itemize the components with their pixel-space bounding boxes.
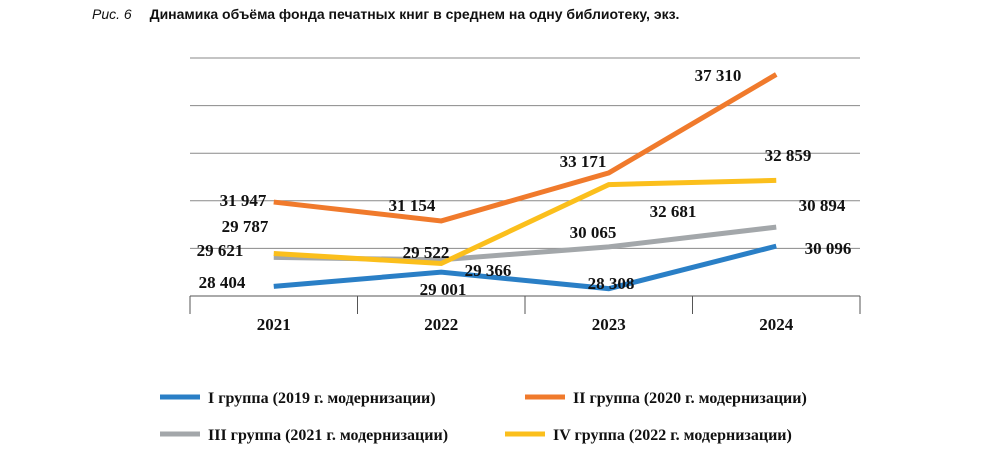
x-tick-label: 2023: [592, 315, 626, 334]
data-label: 30 096: [805, 239, 852, 258]
data-label: 29 787: [222, 217, 269, 236]
data-label: 37 310: [695, 66, 742, 85]
series-line: [273, 243, 777, 292]
data-label: 29 001: [420, 280, 467, 299]
data-label: 29 621: [197, 241, 244, 260]
data-label: 29 522: [403, 243, 450, 262]
series-line: [273, 72, 778, 224]
legend-label: II группа (2020 г. модернизации): [573, 390, 807, 407]
x-tick-label: 2021: [257, 315, 291, 334]
legend-label: I группа (2019 г. модернизации): [208, 390, 436, 407]
data-label: 30 894: [799, 196, 846, 215]
data-label: 32 859: [765, 146, 812, 165]
x-tick-label: 2022: [424, 315, 458, 334]
data-label: 30 065: [570, 223, 617, 242]
x-tick-label: 2024: [759, 315, 794, 334]
legend-label: III группа (2021 г. модернизации): [208, 427, 448, 444]
data-label: 28 308: [588, 274, 635, 293]
legend-label: IV группа (2022 г. модернизации): [553, 427, 792, 444]
data-label: 33 171: [560, 152, 607, 171]
data-label: 29 366: [465, 261, 512, 280]
series-line: [273, 224, 777, 263]
series-line: [273, 177, 777, 267]
figure-caption: Рис. 6 Динамика объёма фонда печатных кн…: [92, 6, 679, 22]
data-label: 31 154: [389, 196, 436, 215]
figure-number: Рис. 6: [92, 6, 132, 22]
chart-title: Динамика объёма фонда печатных книг в ср…: [149, 6, 680, 22]
data-label: 28 404: [199, 273, 246, 292]
data-label: 32 681: [650, 202, 697, 221]
data-label: 31 947: [220, 191, 267, 210]
